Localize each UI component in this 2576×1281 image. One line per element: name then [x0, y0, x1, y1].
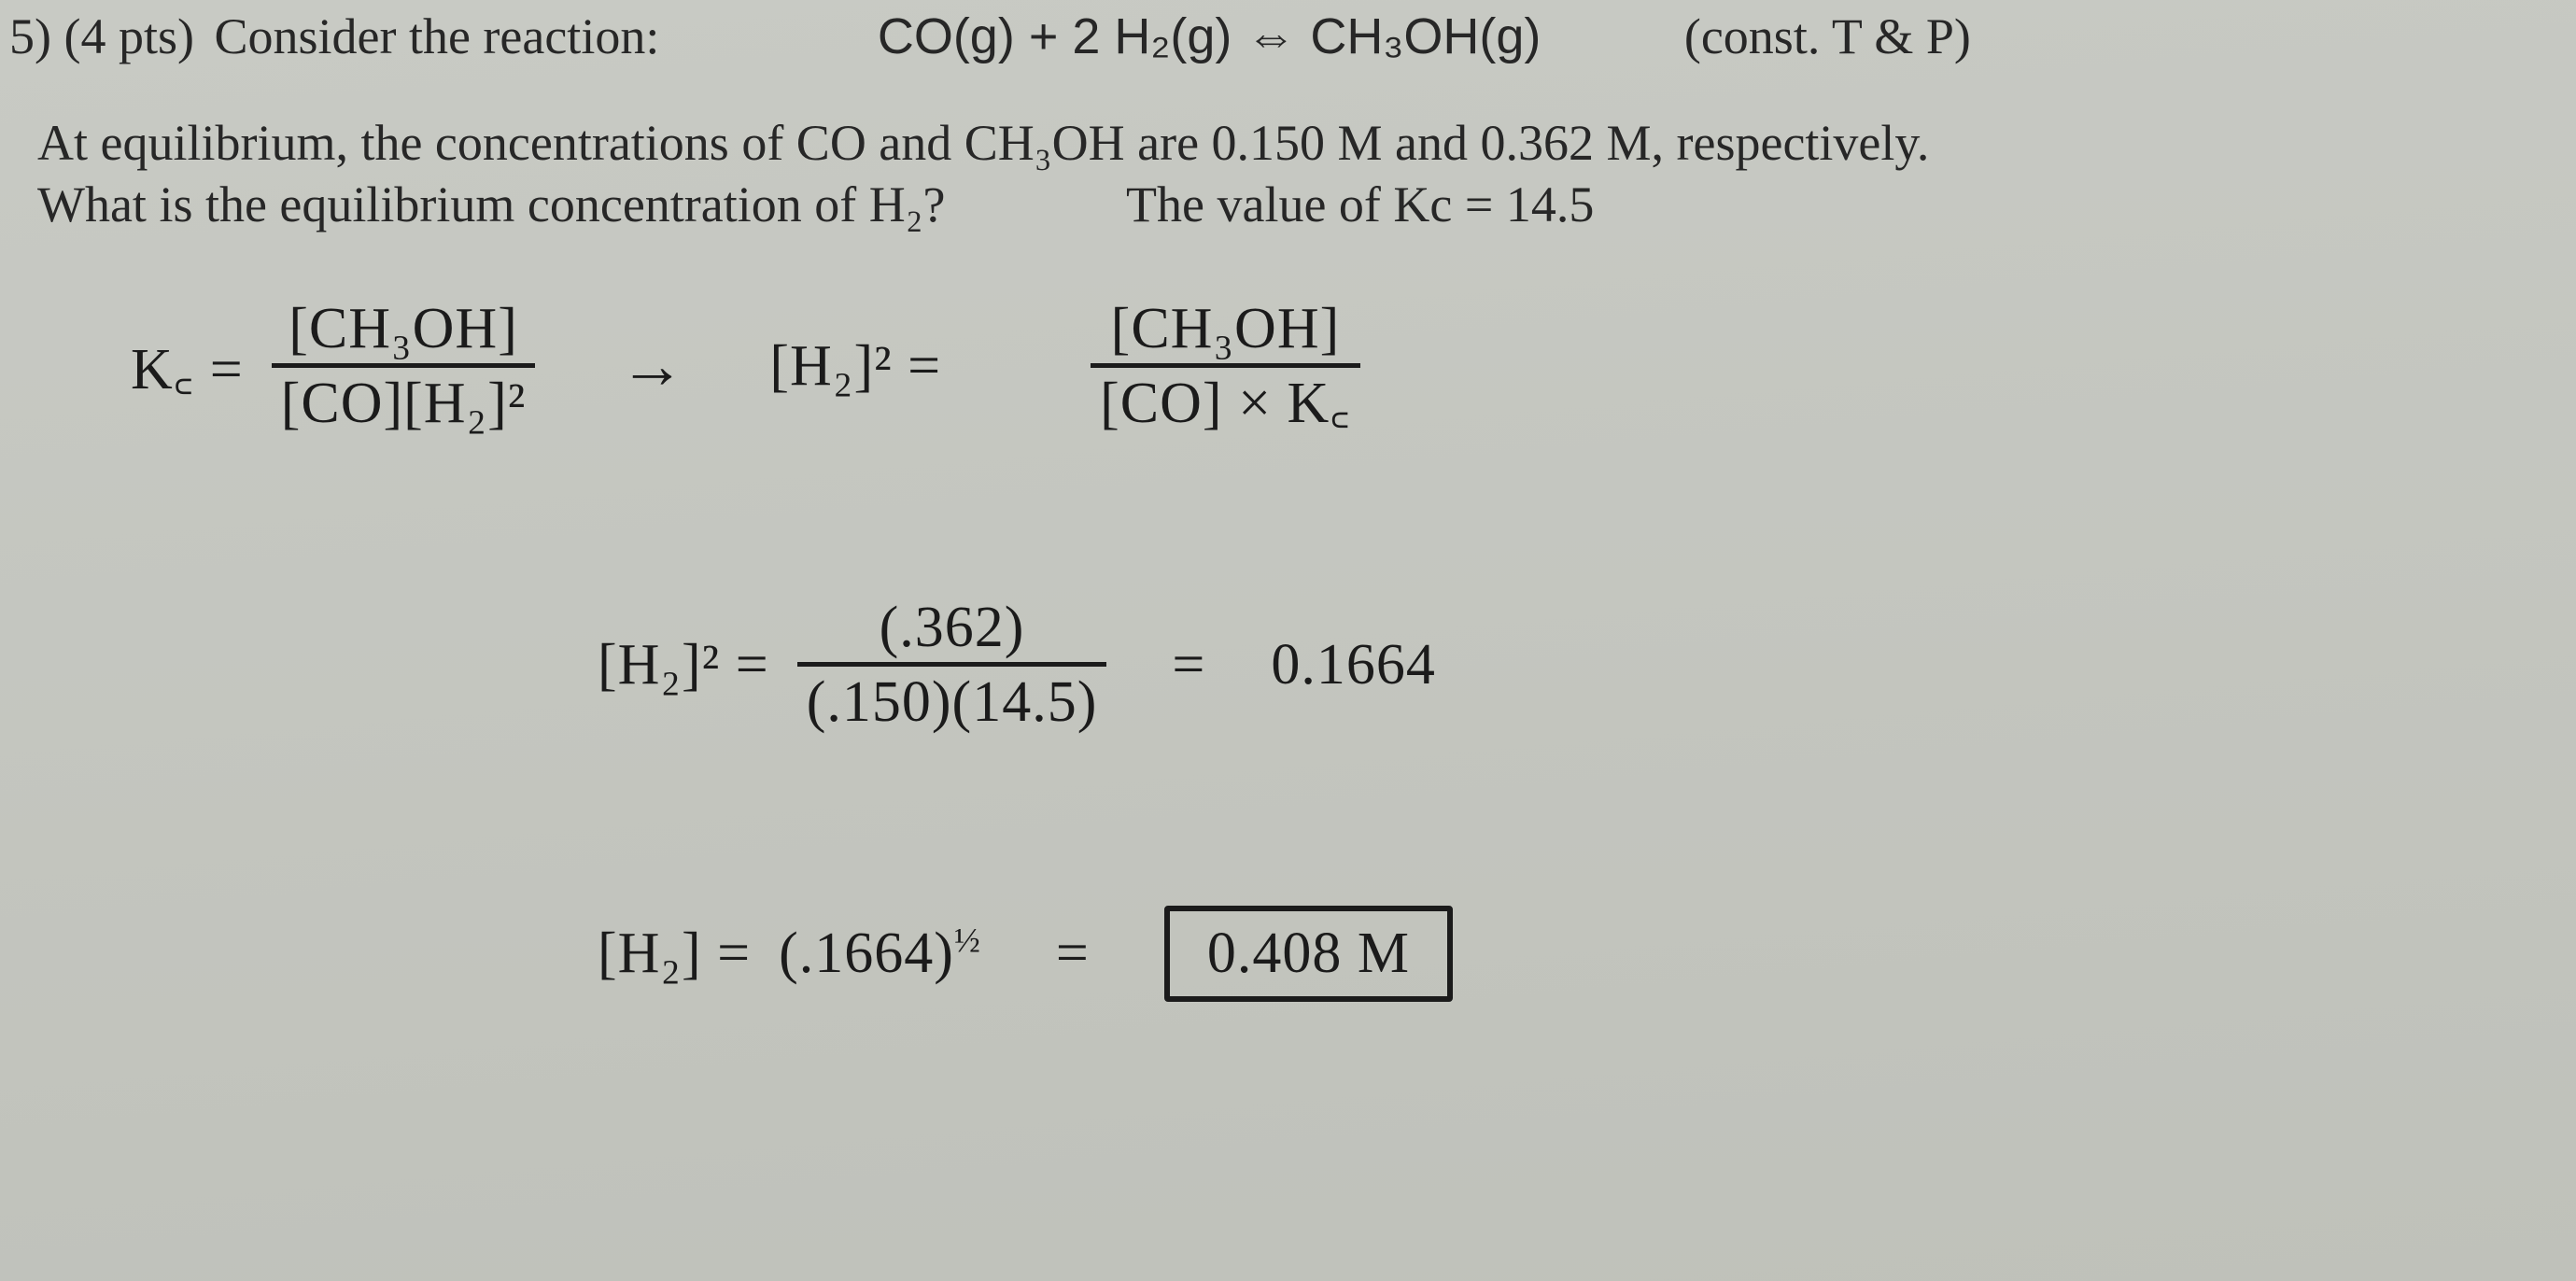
question-text: What is the equilibrium concentration of…	[37, 176, 946, 232]
eq2-numerator: (.362)	[870, 598, 1035, 662]
final-answer-box: 0.408 M	[1164, 906, 1453, 1002]
eq1-numerator: [CH₃OH]	[279, 299, 528, 363]
problem-line-2: At equilibrium, the concentrations of CO…	[37, 114, 2540, 172]
eq3-base: (.1664)	[779, 922, 954, 985]
eq1-fraction-right: [CH₃OH] [CO] × K꜀	[1091, 299, 1360, 434]
eq1-denominator: [CO][H₂]²	[272, 363, 536, 434]
eq1-fraction-left: [CH₃OH] [CO][H₂]²	[272, 299, 536, 434]
problem-line-1: 5) (4 pts) Consider the reaction: CO(g) …	[0, 7, 2576, 65]
eq1-rhs-numerator: [CH₃OH]	[1102, 299, 1350, 363]
eq3-equals: =	[1056, 921, 1090, 987]
eq2-lhs: [H₂]² =	[598, 632, 769, 698]
handwork-eq1: K꜀ = [CH₃OH] [CO][H₂]² → [H₂]² = [CH₃OH]…	[131, 299, 1360, 434]
final-answer: 0.408 M	[1207, 922, 1410, 985]
eq1-rhs-h2sq: [H₂]² =	[769, 333, 941, 400]
arrow-icon: →	[619, 330, 685, 404]
question-number: 5) (4 pts)	[9, 8, 194, 64]
eq2-result: 0.1664	[1271, 632, 1436, 698]
eq3-lhs: [H₂] =	[598, 921, 751, 987]
eq1-rhs-denominator: [CO] × K꜀	[1091, 363, 1360, 434]
prompt-lead: Consider the reaction:	[214, 8, 659, 64]
eq2-fraction: (.362) (.150)(14.5)	[797, 598, 1107, 733]
problem-line-3: What is the equilibrium concentration of…	[37, 176, 2540, 233]
eq2-denominator: (.150)(14.5)	[797, 662, 1107, 733]
eq3-expr: (.1664)½	[779, 921, 981, 987]
worksheet-page: 5) (4 pts) Consider the reaction: CO(g) …	[0, 0, 2576, 1281]
handwork-eq3: [H₂] = (.1664)½ = 0.408 M	[598, 906, 1453, 1002]
reaction-equation: CO(g) + 2 H₂(g) ⇔ CH₃OH(g)	[878, 8, 1541, 64]
kc-value-text: The value of Kc = 14.5	[1126, 176, 1594, 232]
handwork-eq2: [H₂]² = (.362) (.150)(14.5) = 0.1664	[598, 598, 1436, 733]
condition-note: (const. T & P)	[1684, 8, 1971, 64]
eq2-equals: =	[1172, 632, 1205, 698]
eq1-kc-label: K꜀ =	[131, 328, 244, 406]
equilibrium-concentrations-text: At equilibrium, the concentrations of CO…	[37, 115, 1929, 171]
eq3-exponent: ½	[954, 922, 981, 960]
